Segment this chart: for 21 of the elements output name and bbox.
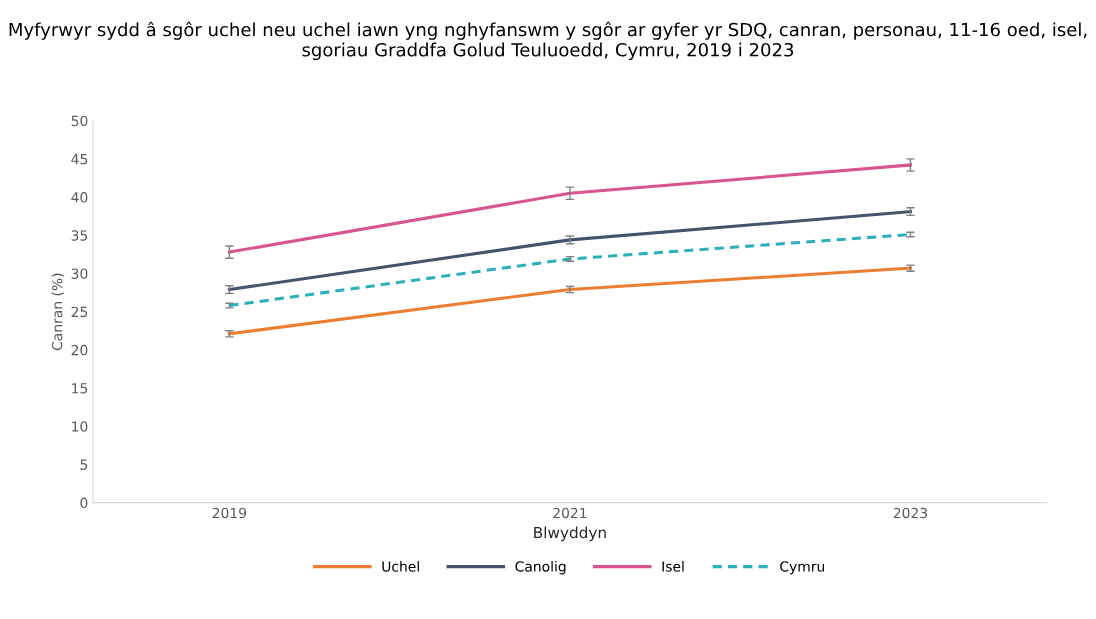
x-tick-label: 2023 (893, 507, 928, 519)
x-axis-title: Blwyddyn (534, 526, 606, 542)
legend-label: Canolig (515, 560, 566, 575)
y-tick-label: 10 (72, 421, 88, 432)
y-tick-label: 50 (71, 115, 88, 127)
legend-label: Cymru (780, 561, 825, 575)
y-tick-label: 0 (80, 497, 88, 509)
y-tick-label: 30 (71, 268, 88, 279)
legend-label: Uchel (382, 560, 419, 572)
y-tick-label: 35 (71, 230, 88, 241)
chart-title: Myfyrwyr sydd â sgôr uchel neu uchel iawn yng nghyfanswm y sgôr ar gyfer yr SDQ, canran, personau, 11-16 oed, isel, sgoriau Graddfa Golud Teuluoedd, Cymru, 2019 i 2023 (9, 21, 1087, 61)
y-tick-label: 25 (71, 306, 88, 318)
y-tick-label: 40 (71, 192, 88, 203)
y-tick-label: 45 (71, 154, 88, 165)
y-axis-title: Canran (%) (51, 273, 65, 351)
x-tick-label: 2019 (212, 507, 247, 519)
x-tick-label: 2021 (553, 507, 587, 519)
y-tick-label: 20 (71, 344, 88, 356)
legend-label: Isel (662, 560, 684, 572)
y-tick-label: 5 (80, 459, 88, 470)
y-tick-label: 15 (72, 383, 88, 394)
